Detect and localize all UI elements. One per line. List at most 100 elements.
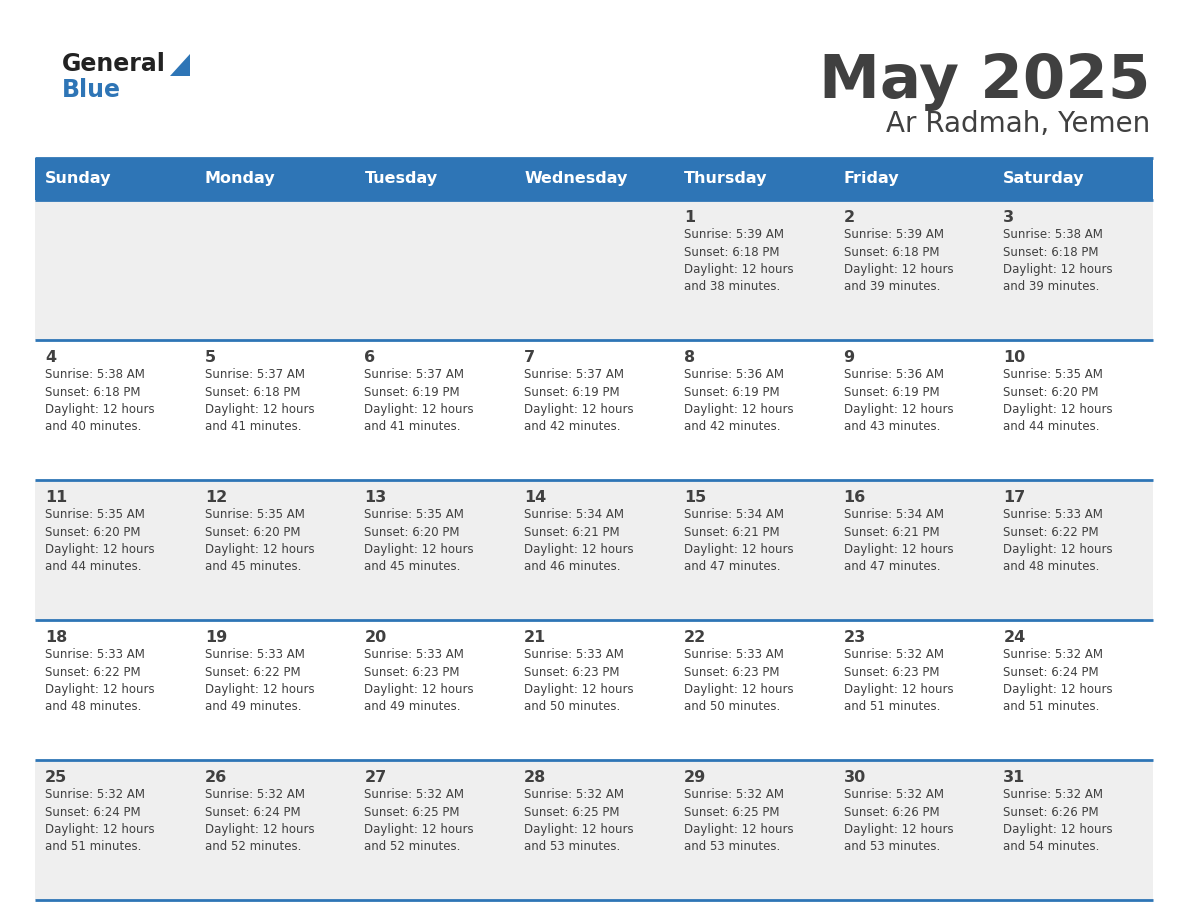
Text: Daylight: 12 hours: Daylight: 12 hours — [524, 543, 633, 556]
Bar — [354, 480, 514, 620]
Text: 31: 31 — [1004, 770, 1025, 785]
Bar — [34, 620, 195, 760]
Text: Daylight: 12 hours: Daylight: 12 hours — [204, 403, 315, 416]
Text: and 51 minutes.: and 51 minutes. — [1004, 700, 1100, 713]
Text: 29: 29 — [684, 770, 706, 785]
Text: Sunset: 6:25 PM: Sunset: 6:25 PM — [684, 805, 779, 819]
Text: Daylight: 12 hours: Daylight: 12 hours — [45, 543, 154, 556]
Text: Sunrise: 5:35 AM: Sunrise: 5:35 AM — [1004, 368, 1104, 381]
Bar — [195, 158, 354, 200]
Text: Sunrise: 5:34 AM: Sunrise: 5:34 AM — [524, 508, 624, 521]
Bar — [354, 620, 514, 760]
Text: Sunset: 6:19 PM: Sunset: 6:19 PM — [684, 386, 779, 398]
Text: Sunset: 6:20 PM: Sunset: 6:20 PM — [1004, 386, 1099, 398]
Text: Daylight: 12 hours: Daylight: 12 hours — [1004, 543, 1113, 556]
Text: and 54 minutes.: and 54 minutes. — [1004, 841, 1100, 854]
Text: May 2025: May 2025 — [819, 52, 1150, 111]
Bar — [34, 760, 195, 900]
Text: and 47 minutes.: and 47 minutes. — [684, 561, 781, 574]
Text: Sunrise: 5:39 AM: Sunrise: 5:39 AM — [684, 228, 784, 241]
Text: and 39 minutes.: and 39 minutes. — [843, 281, 940, 294]
Text: Sunrise: 5:35 AM: Sunrise: 5:35 AM — [365, 508, 465, 521]
Text: Sunset: 6:23 PM: Sunset: 6:23 PM — [524, 666, 620, 678]
Text: and 41 minutes.: and 41 minutes. — [365, 420, 461, 433]
Text: and 53 minutes.: and 53 minutes. — [843, 841, 940, 854]
Text: and 51 minutes.: and 51 minutes. — [843, 700, 940, 713]
Text: and 40 minutes.: and 40 minutes. — [45, 420, 141, 433]
Text: Daylight: 12 hours: Daylight: 12 hours — [365, 543, 474, 556]
Text: and 52 minutes.: and 52 minutes. — [204, 841, 301, 854]
Text: Sunrise: 5:34 AM: Sunrise: 5:34 AM — [843, 508, 943, 521]
Text: Daylight: 12 hours: Daylight: 12 hours — [1004, 403, 1113, 416]
Text: Daylight: 12 hours: Daylight: 12 hours — [1004, 683, 1113, 696]
Text: and 52 minutes.: and 52 minutes. — [365, 841, 461, 854]
Bar — [195, 340, 354, 480]
Text: Daylight: 12 hours: Daylight: 12 hours — [204, 683, 315, 696]
Text: and 41 minutes.: and 41 minutes. — [204, 420, 302, 433]
Bar — [993, 200, 1154, 340]
Text: Sunset: 6:20 PM: Sunset: 6:20 PM — [45, 525, 140, 539]
Bar — [354, 340, 514, 480]
Bar — [514, 480, 674, 620]
Text: Sunset: 6:18 PM: Sunset: 6:18 PM — [45, 386, 140, 398]
Text: Sunrise: 5:32 AM: Sunrise: 5:32 AM — [843, 788, 943, 801]
Text: 8: 8 — [684, 350, 695, 365]
Text: Monday: Monday — [204, 172, 276, 186]
Text: 30: 30 — [843, 770, 866, 785]
Text: Sunrise: 5:37 AM: Sunrise: 5:37 AM — [365, 368, 465, 381]
Text: Sunrise: 5:32 AM: Sunrise: 5:32 AM — [1004, 788, 1104, 801]
Text: Sunrise: 5:38 AM: Sunrise: 5:38 AM — [1004, 228, 1104, 241]
Text: Friday: Friday — [843, 172, 899, 186]
Text: 12: 12 — [204, 490, 227, 505]
Text: 7: 7 — [524, 350, 536, 365]
Text: Sunset: 6:18 PM: Sunset: 6:18 PM — [204, 386, 301, 398]
Text: Sunset: 6:18 PM: Sunset: 6:18 PM — [843, 245, 939, 259]
Text: 20: 20 — [365, 630, 386, 645]
Text: Sunset: 6:24 PM: Sunset: 6:24 PM — [1004, 666, 1099, 678]
Text: Daylight: 12 hours: Daylight: 12 hours — [204, 543, 315, 556]
Text: Daylight: 12 hours: Daylight: 12 hours — [1004, 823, 1113, 836]
Bar — [993, 760, 1154, 900]
Text: and 42 minutes.: and 42 minutes. — [684, 420, 781, 433]
Text: Sunrise: 5:36 AM: Sunrise: 5:36 AM — [843, 368, 943, 381]
Bar — [834, 480, 993, 620]
Text: Sunrise: 5:39 AM: Sunrise: 5:39 AM — [843, 228, 943, 241]
Text: 23: 23 — [843, 630, 866, 645]
Text: Daylight: 12 hours: Daylight: 12 hours — [204, 823, 315, 836]
Bar — [834, 760, 993, 900]
Bar — [674, 200, 834, 340]
Text: Sunrise: 5:33 AM: Sunrise: 5:33 AM — [684, 648, 784, 661]
Text: Sunset: 6:23 PM: Sunset: 6:23 PM — [365, 666, 460, 678]
Text: Sunrise: 5:33 AM: Sunrise: 5:33 AM — [524, 648, 624, 661]
Text: 28: 28 — [524, 770, 546, 785]
Text: Sunrise: 5:37 AM: Sunrise: 5:37 AM — [204, 368, 304, 381]
Text: Sunrise: 5:32 AM: Sunrise: 5:32 AM — [684, 788, 784, 801]
Text: Sunset: 6:19 PM: Sunset: 6:19 PM — [843, 386, 940, 398]
Text: and 47 minutes.: and 47 minutes. — [843, 561, 940, 574]
Bar — [834, 340, 993, 480]
Text: and 42 minutes.: and 42 minutes. — [524, 420, 620, 433]
Text: Sunrise: 5:33 AM: Sunrise: 5:33 AM — [45, 648, 145, 661]
Text: Wednesday: Wednesday — [524, 172, 627, 186]
Text: 17: 17 — [1004, 490, 1025, 505]
Text: Sunset: 6:19 PM: Sunset: 6:19 PM — [524, 386, 620, 398]
Text: 15: 15 — [684, 490, 706, 505]
Text: Sunset: 6:23 PM: Sunset: 6:23 PM — [684, 666, 779, 678]
Text: Sunset: 6:21 PM: Sunset: 6:21 PM — [684, 525, 779, 539]
Text: Daylight: 12 hours: Daylight: 12 hours — [684, 403, 794, 416]
Text: 4: 4 — [45, 350, 56, 365]
Text: Sunset: 6:24 PM: Sunset: 6:24 PM — [204, 805, 301, 819]
Bar — [195, 480, 354, 620]
Text: and 53 minutes.: and 53 minutes. — [524, 841, 620, 854]
Text: 21: 21 — [524, 630, 546, 645]
Bar — [514, 200, 674, 340]
Text: Daylight: 12 hours: Daylight: 12 hours — [45, 683, 154, 696]
Text: Sunset: 6:21 PM: Sunset: 6:21 PM — [524, 525, 620, 539]
Bar — [514, 340, 674, 480]
Text: General: General — [62, 52, 166, 76]
Text: Sunset: 6:22 PM: Sunset: 6:22 PM — [1004, 525, 1099, 539]
Text: Daylight: 12 hours: Daylight: 12 hours — [684, 263, 794, 276]
Text: Sunrise: 5:35 AM: Sunrise: 5:35 AM — [45, 508, 145, 521]
Text: Blue: Blue — [62, 78, 121, 102]
Text: 10: 10 — [1004, 350, 1025, 365]
